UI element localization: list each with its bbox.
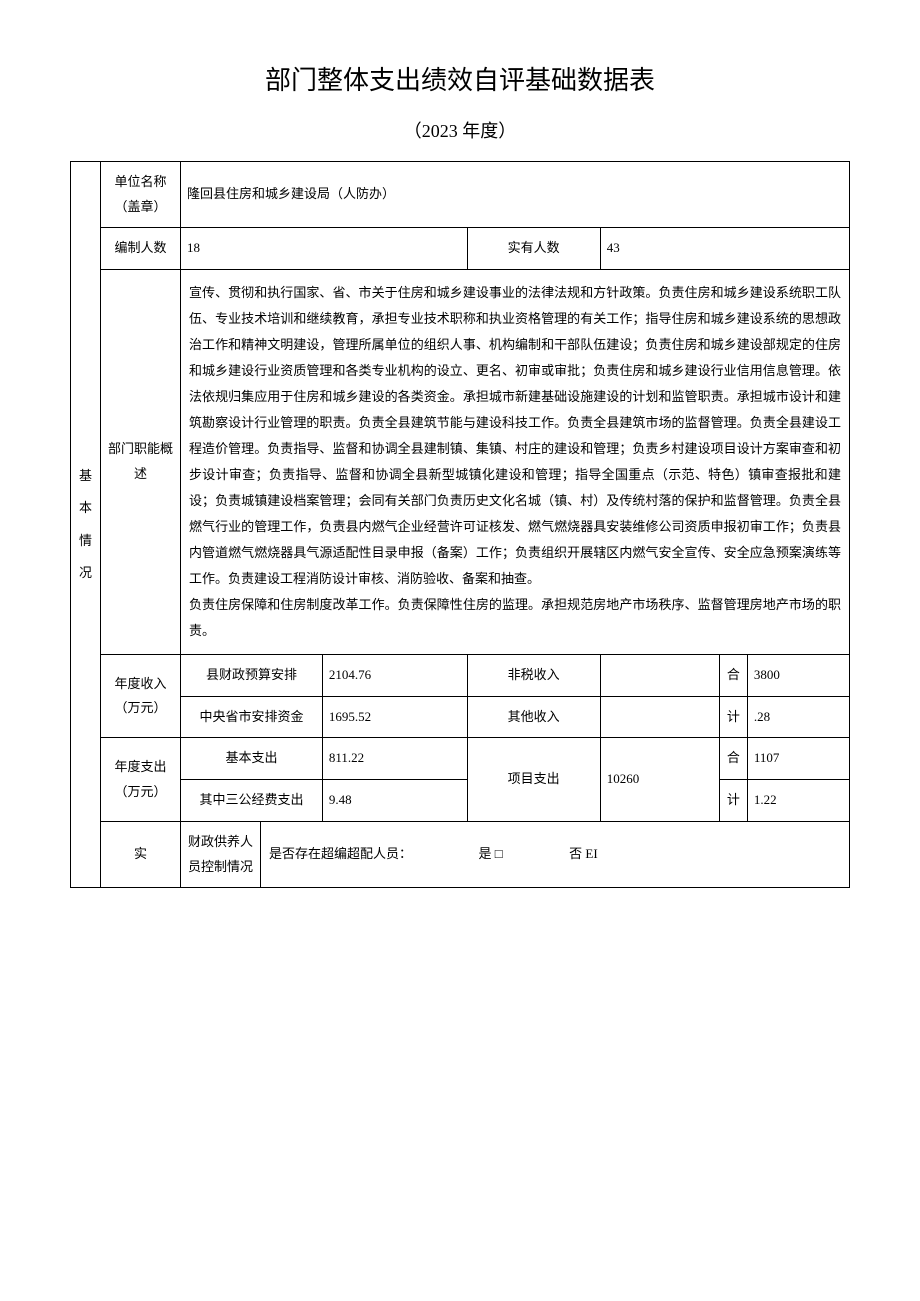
county-budget-value: 2104.76	[322, 655, 467, 697]
nontax-income-value	[600, 655, 719, 697]
dept-function-value: 宣传、贯彻和执行国家、省、市关于住房和城乡建设事业的法律法规和方针政策。负责住房…	[181, 270, 850, 655]
total-ji-label: 计	[719, 696, 747, 738]
data-table: 基 本 情 况 单位名称（盖章） 隆回县住房和城乡建设局（人防办） 编制人数 1…	[70, 161, 850, 888]
table-row: 年度支出（万元） 基本支出 811.22 项目支出 10260 合 1107	[71, 738, 850, 780]
staff-quota-value: 18	[181, 228, 468, 270]
three-public-value: 9.48	[322, 780, 467, 822]
year-label: （2023 年度）	[70, 117, 850, 143]
annual-income-label: 年度收入（万元）	[101, 655, 181, 738]
project-expense-label: 项目支出	[467, 738, 600, 821]
staff-actual-value: 43	[600, 228, 849, 270]
table-row: 部门职能概述 宣传、贯彻和执行国家、省、市关于住房和城乡建设事业的法律法规和方针…	[71, 270, 850, 655]
nontax-income-label: 非税收入	[467, 655, 600, 697]
expense-ji-label: 计	[719, 780, 747, 822]
income-total-1: 3800	[747, 655, 849, 697]
overstaffed-cell: 是否存在超编超配人员： 是 □ 否 EI	[261, 821, 850, 887]
checkbox-no[interactable]: 否 EI	[569, 846, 598, 861]
checkbox-yes[interactable]: 是 □	[479, 846, 503, 861]
staff-actual-label: 实有人数	[467, 228, 600, 270]
basic-expense-value: 811.22	[322, 738, 467, 780]
three-public-label: 其中三公经费支出	[181, 780, 323, 822]
expense-total-2: 1.22	[747, 780, 849, 822]
table-row: 编制人数 18 实有人数 43	[71, 228, 850, 270]
staff-quota-label: 编制人数	[101, 228, 181, 270]
other-income-label: 其他收入	[467, 696, 600, 738]
income-total-2: .28	[747, 696, 849, 738]
table-row: 中央省市安排资金 1695.52 其他收入 计 .28	[71, 696, 850, 738]
expense-total-1: 1107	[747, 738, 849, 780]
other-income-value	[600, 696, 719, 738]
central-funds-value: 1695.52	[322, 696, 467, 738]
page-title: 部门整体支出绩效自评基础数据表	[70, 60, 850, 97]
table-row: 年度收入（万元） 县财政预算安排 2104.76 非税收入 合 3800	[71, 655, 850, 697]
central-funds-label: 中央省市安排资金	[181, 696, 323, 738]
total-he-label: 合	[719, 655, 747, 697]
expense-he-label: 合	[719, 738, 747, 780]
basic-expense-label: 基本支出	[181, 738, 323, 780]
table-row: 实 财政供养人员控制情况 是否存在超编超配人员： 是 □ 否 EI	[71, 821, 850, 887]
overstaffed-question: 是否存在超编超配人员：	[269, 846, 412, 861]
annual-expense-label: 年度支出（万元）	[101, 738, 181, 821]
table-row: 基 本 情 况 单位名称（盖章） 隆回县住房和城乡建设局（人防办）	[71, 162, 850, 228]
table-row: 其中三公经费支出 9.48 计 1.22	[71, 780, 850, 822]
project-expense-value: 10260	[600, 738, 719, 821]
personnel-control-label: 财政供养人员控制情况	[181, 821, 261, 887]
unit-name-label: 单位名称（盖章）	[101, 162, 181, 228]
section-basic-label: 基 本 情 况	[71, 162, 101, 888]
county-budget-label: 县财政预算安排	[181, 655, 323, 697]
section-actual-label: 实	[101, 821, 181, 887]
unit-name-value: 隆回县住房和城乡建设局（人防办）	[181, 162, 850, 228]
dept-function-label: 部门职能概述	[101, 270, 181, 655]
